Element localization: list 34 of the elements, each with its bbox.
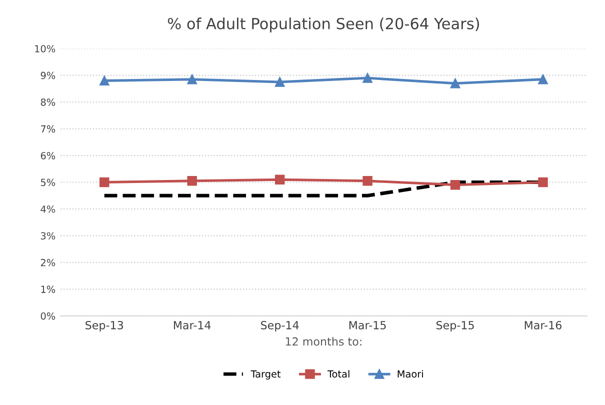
y-tick-label: 7% <box>41 125 56 133</box>
x-tick-label: Sep-14 <box>261 320 299 332</box>
point <box>274 174 285 184</box>
chart-title: % of Adult Population Seen (20-64 Years) <box>168 18 479 32</box>
y-tick-label: 2% <box>40 258 56 266</box>
y-tick-label: 8% <box>40 98 56 106</box>
point <box>187 176 197 186</box>
point <box>100 177 110 188</box>
x-tick-label: Mar-15 <box>349 321 386 330</box>
x-tick-label: Sep-13 <box>86 320 124 332</box>
y-tick-label: 9% <box>40 72 56 80</box>
y-tick-label: 5% <box>40 178 56 186</box>
x-tick-label: Mar-16 <box>524 320 562 330</box>
x-axis-title: 12 months to: <box>286 337 362 346</box>
y-tick-label: 0% <box>40 312 56 320</box>
point <box>187 74 197 84</box>
x-tick-label: Sep-15 <box>436 320 474 332</box>
legend-label: Total <box>327 370 350 378</box>
point <box>100 76 110 86</box>
legend-label: Maori <box>398 370 423 378</box>
point <box>450 78 460 88</box>
y-tick-label: 3% <box>40 232 56 240</box>
point <box>538 74 548 84</box>
y-tick-label: 10% <box>35 45 56 52</box>
point <box>450 180 460 190</box>
y-tick-label: 6% <box>40 152 56 160</box>
x-tick-label: Mar-14 <box>174 321 211 330</box>
y-tick-label: 1% <box>41 286 56 293</box>
y-tick-label: 4% <box>40 205 56 213</box>
point <box>538 177 548 188</box>
legend-label: Target <box>250 370 281 380</box>
point <box>362 73 372 83</box>
point <box>362 176 372 186</box>
point <box>274 77 285 87</box>
